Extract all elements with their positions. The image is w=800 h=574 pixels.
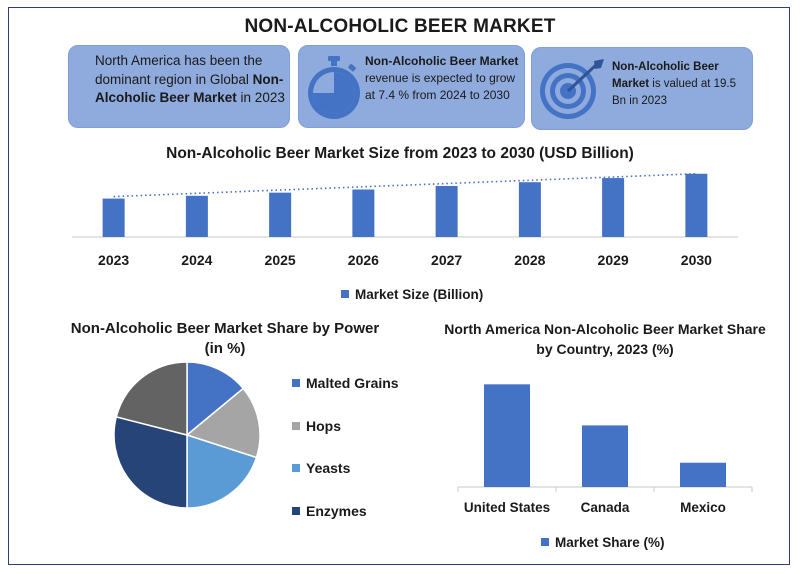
bar-2028 xyxy=(518,182,541,237)
x-tick-label: 2023 xyxy=(98,252,129,268)
country-legend: Market Share (%) xyxy=(541,535,665,550)
pie-legend-label: Yeasts xyxy=(306,460,351,476)
x-tick-label: 2027 xyxy=(431,252,462,268)
info-box-value-text: Non-Alcoholic Beer Market is valued at 1… xyxy=(612,61,737,107)
bar-2026 xyxy=(352,189,375,237)
pie-legend-item: Enzymes xyxy=(292,503,367,519)
pie-chart-title: Non-Alcoholic Beer Market Share by Power… xyxy=(70,320,380,357)
infographic-frame xyxy=(8,7,790,565)
legend-swatch xyxy=(292,421,300,430)
stopwatch-icon xyxy=(308,56,360,119)
info-box-growth: Non-Alcoholic Beer Market revenue is exp… xyxy=(298,45,525,128)
legend-swatch xyxy=(341,290,349,298)
market-size-chart: 2023 2024 2025 2026 2027 2028 2029 2030 xyxy=(72,172,738,268)
info-box-region-text: North America has been the dominant regi… xyxy=(95,53,285,105)
x-tick-label: 2030 xyxy=(681,252,712,268)
x-tick-label: 2029 xyxy=(598,252,629,268)
info-box-growth-text: Non-Alcoholic Beer Market revenue is exp… xyxy=(365,54,519,102)
pie-legend-label: Enzymes xyxy=(306,502,367,519)
info-box-value: Non-Alcoholic Beer Market is valued at 1… xyxy=(531,47,753,130)
pie-legend-item: Malted Grains xyxy=(292,375,399,391)
bar-2030 xyxy=(685,173,708,237)
market-size-chart-title: Non-Alcoholic Beer Market Size from 2023… xyxy=(166,145,634,162)
pie-legend-label: Malted Grains xyxy=(306,375,399,391)
target-icon xyxy=(540,59,604,119)
bar-2029 xyxy=(602,178,625,237)
bar-2027 xyxy=(435,185,458,237)
bar-2025 xyxy=(269,192,292,237)
legend-swatch xyxy=(292,464,300,472)
page-title: NON-ALCOHOLIC BEER MARKET xyxy=(244,16,556,37)
info-box-region: North America has been the dominant regi… xyxy=(68,45,290,128)
market-size-legend: Market Size (Billion) xyxy=(341,287,483,302)
bar-2024 xyxy=(185,195,208,237)
x-tick-label: 2024 xyxy=(181,252,212,268)
legend-swatch xyxy=(292,506,300,515)
pie-legend-item: Yeasts xyxy=(292,460,350,476)
pie-legend-label: Hops xyxy=(306,417,341,434)
legend-swatch xyxy=(292,379,300,387)
x-tick-label: 2028 xyxy=(514,252,545,268)
x-tick-label: 2025 xyxy=(265,252,296,268)
legend-swatch xyxy=(541,538,549,546)
country-chart-title: North America Non-Alcoholic Beer Market … xyxy=(444,321,766,357)
bar-2023 xyxy=(102,198,125,237)
pie-legend-item: Hops xyxy=(292,418,341,434)
x-tick-label: 2026 xyxy=(348,252,379,268)
